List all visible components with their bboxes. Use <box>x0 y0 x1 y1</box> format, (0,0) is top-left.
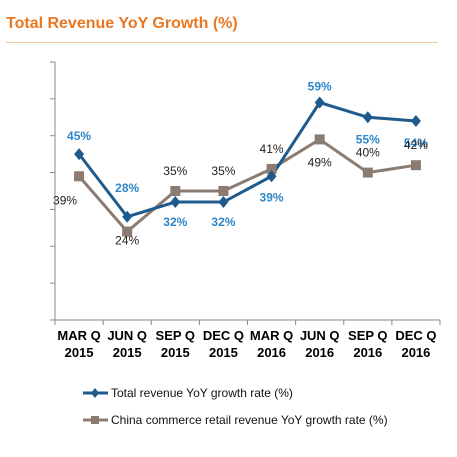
total-revenue-data-label: 55% <box>356 132 380 146</box>
total-revenue-data-label: 32% <box>163 215 187 229</box>
total-revenue-data-label: 45% <box>67 129 91 143</box>
total-revenue-data-label: 28% <box>115 181 139 195</box>
china-commerce-point <box>218 186 229 196</box>
x-tick-label: SEP Q 2015 <box>156 328 196 360</box>
total-revenue-point <box>122 210 133 223</box>
china-commerce-data-label: 39% <box>53 193 77 207</box>
legend-china-commerce-marker <box>91 416 99 424</box>
x-tick-label: MAR Q 2015 <box>57 328 100 360</box>
china-commerce-point <box>410 160 421 171</box>
china-commerce-point <box>314 134 325 145</box>
total-revenue-data-label: 59% <box>308 80 332 94</box>
china-commerce-point <box>122 226 133 237</box>
china-commerce-point <box>362 167 373 178</box>
total-revenue-point <box>314 96 325 109</box>
total-revenue-point <box>410 114 421 127</box>
title-underline <box>6 42 438 43</box>
x-tick-label: SEP Q 2016 <box>348 328 388 360</box>
china-commerce-data-label: 42% <box>404 138 428 152</box>
x-tick-label: DEC Q 2016 <box>395 328 436 360</box>
total-revenue-series-line <box>77 100 417 219</box>
total-revenue-point <box>362 111 373 124</box>
legend-china-commerce-label: China commerce retail revenue YoY growth… <box>111 413 388 427</box>
china-commerce-data-label: 40% <box>356 146 380 160</box>
x-tick-label: DEC Q 2015 <box>203 328 244 360</box>
china-commerce-data-label: 35% <box>211 164 235 178</box>
china-commerce-data-label: 49% <box>308 155 332 169</box>
total-revenue-point <box>218 196 229 209</box>
china-commerce-point <box>170 186 181 196</box>
legend-total-revenue-marker <box>91 388 99 398</box>
x-tick-label: JUN Q 2015 <box>107 328 147 360</box>
china-commerce-data-label: 41% <box>260 142 284 156</box>
total-revenue-data-label: 54% <box>404 136 428 150</box>
x-tick-label: MAR Q 2016 <box>250 328 293 360</box>
total-revenue-point <box>266 170 277 183</box>
total-revenue-data-label: 32% <box>211 215 235 229</box>
china-commerce-series-line <box>77 137 417 234</box>
china-commerce-point <box>74 171 85 182</box>
total-revenue-point <box>170 196 181 209</box>
legend-total-revenue-label: Total revenue YoY growth rate (%) <box>111 386 293 400</box>
china-commerce-point <box>266 163 277 174</box>
china-commerce-data-label: 35% <box>163 164 187 178</box>
total-revenue-point <box>74 148 85 161</box>
chart-title: Total Revenue YoY Growth (%) <box>6 15 238 32</box>
x-tick-label: JUN Q 2016 <box>300 328 340 360</box>
total-revenue-data-label: 39% <box>260 190 284 204</box>
china-commerce-data-label: 24% <box>115 234 139 248</box>
